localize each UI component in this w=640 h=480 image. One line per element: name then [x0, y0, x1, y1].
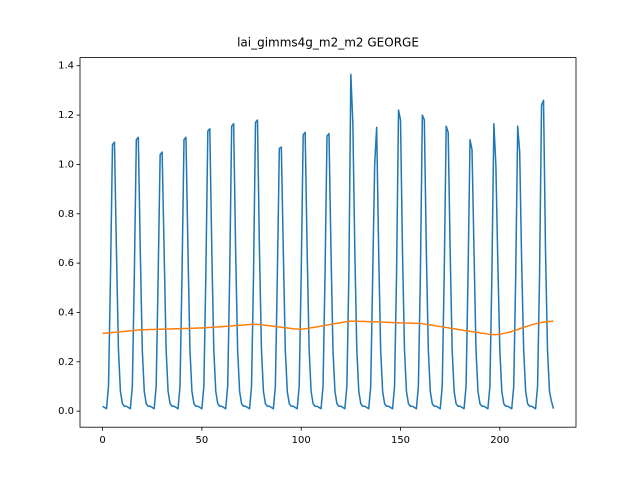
axes-frame — [79, 57, 577, 428]
y-tick-label: 1.2 — [58, 110, 74, 121]
x-tick-label: 100 — [292, 435, 311, 446]
x-tick-label: 150 — [391, 435, 410, 446]
x-tick-label: 0 — [99, 435, 105, 446]
x-tick-label: 50 — [195, 435, 208, 446]
x-tick-label: 200 — [490, 435, 509, 446]
y-tick-label: 0.2 — [58, 357, 74, 368]
line-series — [102, 73, 555, 410]
y-tick-label: 0.8 — [58, 209, 74, 220]
y-tick-label: 0.6 — [58, 258, 74, 269]
y-tick-label: 0.4 — [58, 307, 74, 318]
chart-title: lai_gimms4g_m2_m2 GEORGE — [237, 36, 419, 50]
y-tick-label: 1.0 — [58, 159, 74, 170]
line-series — [102, 320, 554, 336]
y-tick-label: 0.0 — [58, 406, 74, 417]
y-tick-label: 1.4 — [58, 61, 74, 72]
